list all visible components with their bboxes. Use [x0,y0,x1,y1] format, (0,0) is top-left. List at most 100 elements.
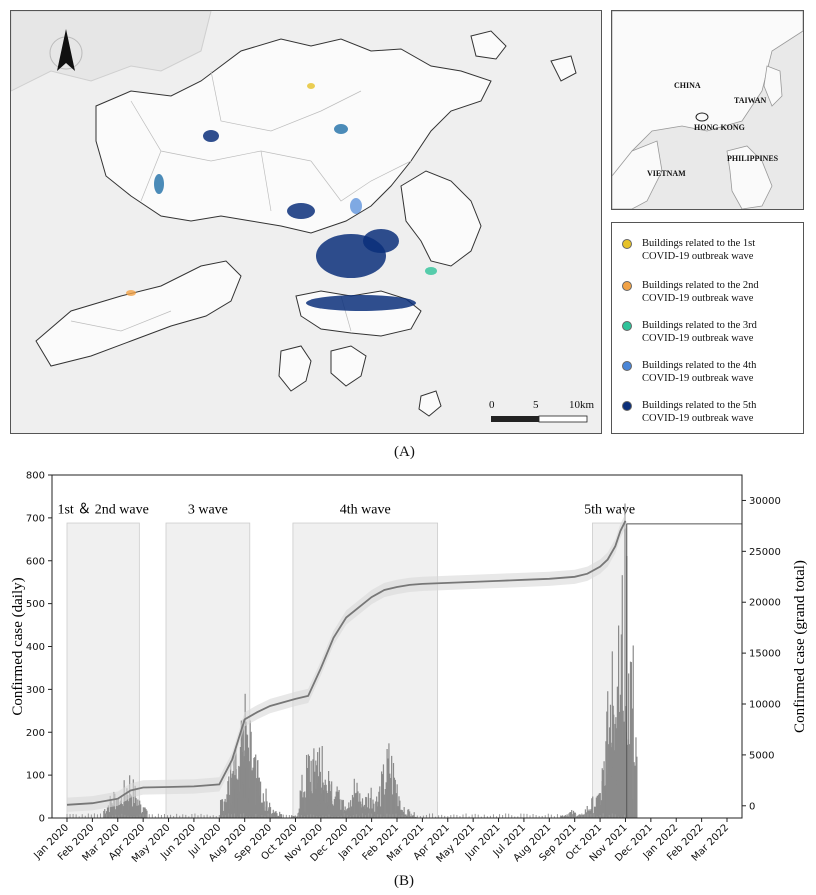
daily-bar [394,779,396,818]
daily-bar [123,815,125,818]
daily-bar [325,815,327,818]
y-tick-label: 400 [26,642,45,653]
daily-bar [170,814,172,818]
daily-bar [578,814,580,818]
daily-bar [588,809,590,818]
daily-bar [605,816,607,818]
daily-bar [134,805,136,818]
cumulative-band [67,513,626,812]
legend-label-wave-5-line2: COVID-19 outbreak wave [642,413,754,424]
daily-bar [245,760,247,818]
daily-bar [119,800,122,818]
daily-bar [197,815,199,818]
daily-bar [314,789,316,818]
daily-bar [477,814,479,818]
legend-marker-wave-1 [622,239,632,249]
daily-bar [317,809,319,818]
daily-bar [118,810,120,818]
daily-bar [236,778,238,818]
daily-bar [544,815,546,818]
legend-label-wave-4-line2: COVID-19 outbreak wave [642,373,754,384]
daily-bar [133,805,135,818]
daily-bar [398,815,400,818]
legend-label-wave-4-line1: Buildings related to the 4th [642,360,757,371]
daily-bar [618,711,621,818]
daily-bar [444,815,446,818]
daily-bar [142,814,144,818]
daily-bar [299,790,301,818]
daily-bar [569,813,571,818]
daily-bar [371,808,373,818]
daily-bar [599,793,601,818]
daily-bar [566,814,568,818]
daily-bar [270,814,272,818]
daily-bar [332,808,335,818]
daily-bar [160,814,162,818]
daily-bar [413,815,415,818]
daily-bar [328,781,330,818]
daily-bar [249,816,251,818]
daily-bar [223,801,225,818]
daily-bar [200,813,202,818]
daily-bar [124,795,126,818]
daily-bar [407,809,409,818]
daily-bar [328,814,330,818]
lamma-island [278,345,312,392]
daily-bar [212,815,214,818]
daily-bar [596,815,598,818]
daily-bar [465,813,467,818]
daily-bar [294,816,296,818]
daily-bar [263,801,265,818]
daily-bar [559,815,561,818]
daily-bar [620,634,622,818]
daily-bar [356,782,358,818]
inset-vietnam-land [611,140,663,210]
daily-bar [276,815,278,818]
y2-axis-label: Confirmed case (grand total) [792,560,808,733]
daily-bar [151,814,153,818]
daily-bar [600,800,602,818]
cluster [334,124,348,134]
daily-bar [391,755,393,818]
wave-region-2 [165,522,251,819]
small-island [330,345,367,387]
inset-label-vietnam: VIETNAM [647,169,686,178]
daily-bar [410,813,412,818]
daily-bar [273,816,275,818]
legend-label-wave-3-line2: COVID-19 outbreak wave [642,333,754,344]
main-map: 0 5 10km [10,10,602,434]
daily-bar [617,747,619,818]
legend-label-wave-2-line2: COVID-19 outbreak wave [642,293,754,304]
daily-bar [237,816,239,818]
daily-bar [285,814,287,818]
daily-bar [206,814,208,818]
daily-bar [194,813,196,818]
daily-bar [523,813,525,818]
daily-bar [321,793,323,818]
daily-bar [369,797,371,818]
daily-bar [306,768,309,818]
daily-bar [412,815,414,818]
daily-bar [634,765,636,818]
daily-bar [372,799,374,818]
daily-bar [435,816,437,818]
daily-bar [526,813,528,818]
daily-bar [332,813,334,818]
daily-bar [462,814,464,818]
daily-bar [259,801,261,818]
cluster [154,174,164,194]
daily-bar [288,815,290,818]
daily-bar [365,815,367,818]
daily-bar [601,768,603,818]
daily-bar [403,807,405,818]
legend-marker-wave-4 [622,361,632,371]
mainland-land [10,10,212,92]
daily-bar [337,791,339,818]
daily-bar [564,814,566,818]
daily-bar [274,811,276,818]
daily-bar [224,798,226,818]
daily-bar [400,809,403,818]
daily-bar [581,813,583,818]
inset-label-china: CHINA [674,81,701,90]
daily-bar [117,799,119,818]
